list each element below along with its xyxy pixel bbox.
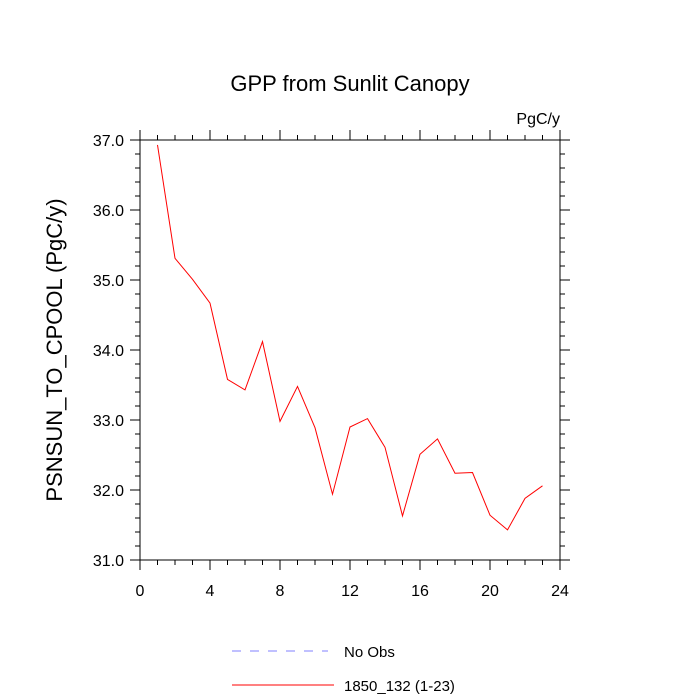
- x-tick-label: 16: [411, 583, 429, 600]
- y-tick-label: 32.0: [93, 483, 124, 500]
- x-tick-label: 8: [276, 583, 285, 600]
- y-tick-label: 36.0: [93, 203, 124, 220]
- x-tick-label: 4: [206, 583, 215, 600]
- y-tick-labels: 31.0 32.0 33.0 34.0 35.0 36.0 37.0: [93, 133, 124, 570]
- units-label: PgC/y: [516, 111, 560, 128]
- plot-frame: [139, 139, 561, 561]
- y-tick-label: 37.0: [93, 133, 124, 150]
- y-tick-label: 31.0: [93, 553, 124, 570]
- legend-label-1850-132: 1850_132 (1-23): [344, 678, 455, 695]
- legend-label-no-obs: No Obs: [344, 644, 395, 661]
- series-line-1850-132: [157, 144, 543, 531]
- x-tick-label: 24: [551, 583, 569, 600]
- y-axis-label: PSNSUN_TO_CPOOL (PgC/y): [42, 198, 67, 501]
- legend: No Obs 1850_132 (1-23): [232, 644, 455, 695]
- y-tick-label: 33.0: [93, 413, 124, 430]
- minor-ticks: [135, 135, 565, 565]
- x-tick-label: 0: [136, 583, 145, 600]
- x-tick-labels: 0 4 8 12 16 20 24: [136, 583, 569, 600]
- x-tick-label: 12: [341, 583, 359, 600]
- y-tick-label: 35.0: [93, 273, 124, 290]
- major-ticks: [130, 130, 570, 570]
- y-tick-label: 34.0: [93, 343, 124, 360]
- chart-title: GPP from Sunlit Canopy: [230, 71, 469, 96]
- series-layer: [157, 144, 543, 531]
- x-tick-label: 20: [481, 583, 499, 600]
